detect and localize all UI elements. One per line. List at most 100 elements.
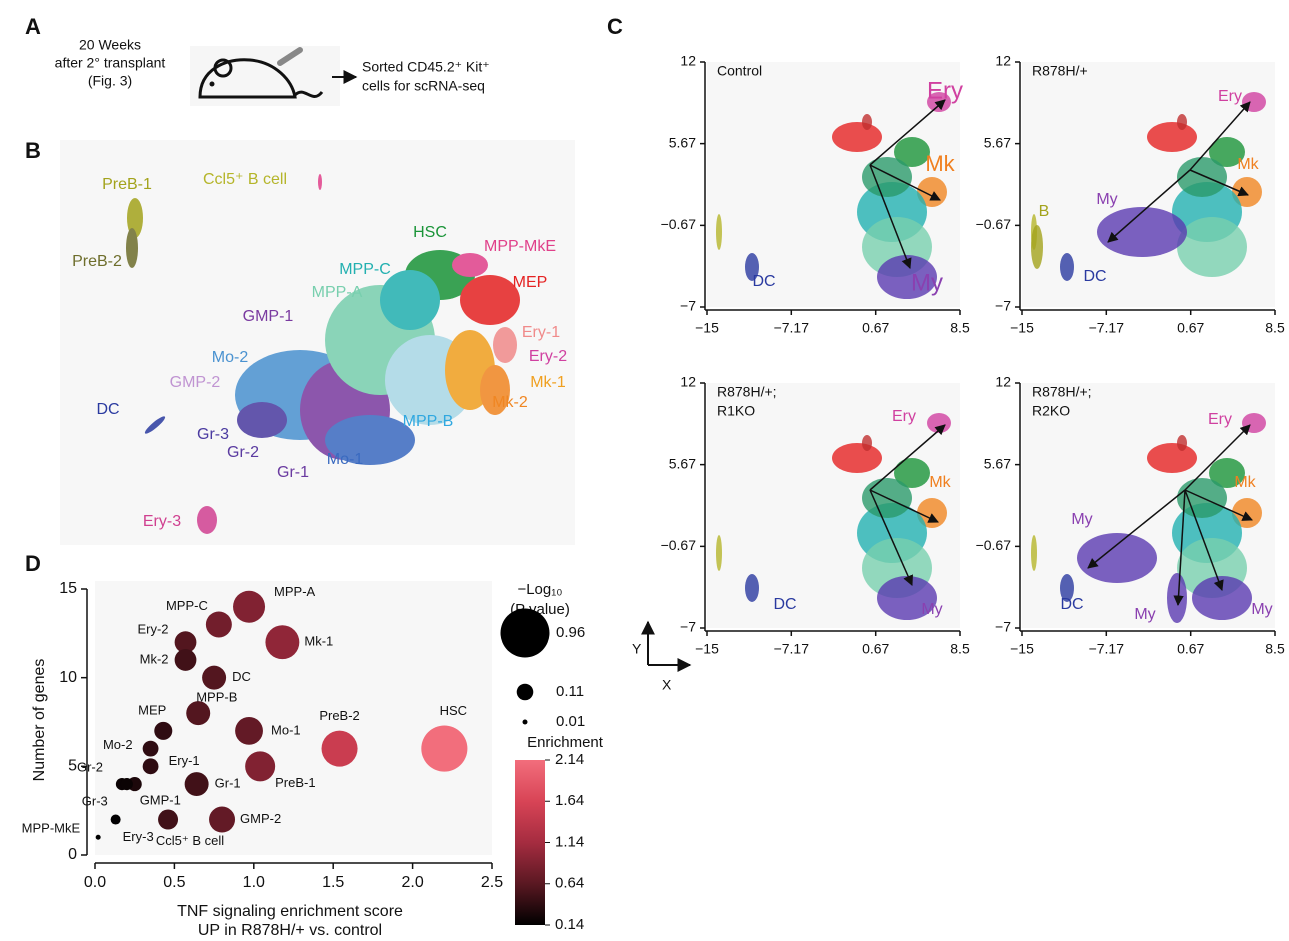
mouse-ear	[213, 58, 233, 78]
cell-cloud	[1097, 207, 1187, 257]
cell-cloud	[1147, 122, 1197, 152]
bubble-label: HSC	[440, 703, 467, 718]
bubble-label: MPP-A	[274, 584, 316, 599]
umap-panel: −7 −0.67 5.67 12 −15 −7.17 0.67 8.5 Control Ery Mk…	[661, 53, 970, 336]
cell-cloud	[745, 574, 759, 602]
mouse-tail	[293, 90, 324, 99]
x-tick-label: −15	[1010, 320, 1034, 336]
cell-cloud	[745, 253, 759, 281]
trajectory-arrow	[869, 489, 913, 586]
blob	[126, 228, 138, 268]
x-tick-label: −15	[695, 320, 719, 336]
annotation: My	[1096, 191, 1117, 208]
x-tick-label: −7.17	[774, 320, 810, 336]
panel-b: PreB-1 Ccl5⁺ B cell PreB-2 HSC MPP-MkE MPP-C M…	[60, 140, 575, 545]
bubble-label: GMP-1	[140, 793, 181, 808]
colorbar-label: 1.14	[555, 833, 584, 850]
cluster-label: Mo-1	[327, 451, 364, 468]
cell-cloud	[1177, 114, 1187, 130]
cell-cloud	[894, 137, 930, 167]
cluster-label: Gr-1	[277, 464, 309, 481]
cell-cloud	[1242, 92, 1266, 112]
cluster-label: GMP-2	[170, 374, 221, 391]
bubble-label: Ery-3	[123, 829, 154, 844]
annotation: My	[911, 269, 943, 296]
bubble-label: Mk-1	[304, 634, 333, 649]
y-tick-label: 5.67	[984, 134, 1011, 150]
bubble-label: MPP-B	[196, 690, 237, 705]
umap-panel: −7 −0.67 5.67 12 −15 −7.17 0.67 8.5 R878H/+; R2KO…	[976, 374, 1285, 657]
x-tick-label: 0.0	[84, 874, 106, 891]
y-tick-label: 12	[680, 53, 696, 69]
cell-cloud	[1060, 574, 1074, 602]
x-tick-label: −15	[1010, 641, 1034, 657]
bubble-label: Ccl5⁺ B cell	[156, 833, 224, 848]
bubble	[158, 809, 179, 830]
bubble-label: Gr-3	[82, 794, 108, 809]
y-tick-label: 15	[59, 580, 77, 597]
cluster-label: Mo-2	[212, 349, 249, 366]
bubble	[142, 740, 159, 757]
y-tick-label: 0	[68, 846, 77, 863]
cell-cloud	[877, 255, 937, 299]
trajectory-arrow	[1189, 169, 1249, 197]
blob	[460, 275, 520, 325]
cell-cloud	[1147, 443, 1197, 473]
annotation: My	[1071, 511, 1092, 528]
blob	[452, 253, 488, 277]
bubble-label: Gr-1	[215, 776, 241, 791]
blob	[325, 415, 415, 465]
blob	[127, 198, 143, 238]
panel-title: R878H/+;	[717, 384, 777, 400]
bubble	[421, 725, 468, 772]
bubble-label: GMP-2	[240, 811, 281, 826]
umap-panel: −7 −0.67 5.67 12 −15 −7.17 0.67 8.5 R878H/+ Ery Mk…	[976, 53, 1285, 336]
panel-title: R878H/+	[1032, 63, 1088, 79]
x-tick-label: 0.67	[862, 641, 889, 657]
y-tick-label: 12	[680, 374, 696, 390]
annotation: Ery	[892, 408, 916, 425]
result-text: cells for scRNA-seq	[362, 78, 485, 94]
trajectory-arrow	[1087, 489, 1186, 569]
y-tick-label: −0.67	[976, 537, 1012, 553]
bubble	[186, 701, 211, 726]
bubble	[95, 834, 101, 840]
cluster-label: MEP	[513, 274, 548, 291]
blob	[380, 270, 440, 330]
umap-cloud	[126, 174, 520, 534]
plot-bg	[95, 581, 492, 855]
cluster-label: GMP-1	[243, 308, 294, 325]
timing-text: 20 Weeks	[79, 37, 141, 53]
size-legend-title: −Log₁₀	[517, 581, 562, 598]
cell-cloud	[832, 122, 882, 152]
bubble	[233, 590, 266, 623]
bubble	[154, 721, 173, 740]
bubble-label: PreB-1	[275, 775, 315, 790]
mouse-eye	[209, 81, 215, 87]
cluster-label: Ery-1	[522, 324, 560, 341]
x-tick-label: 0.5	[163, 874, 185, 891]
annotation: B	[1039, 203, 1050, 220]
x-tick-label: −7.17	[1089, 641, 1125, 657]
cluster-label: PreB-1	[102, 176, 152, 193]
bubble-label: Ery-1	[169, 753, 200, 768]
cell-cloud	[716, 214, 722, 250]
y-tick-label: −0.67	[976, 216, 1012, 232]
bubble	[235, 716, 263, 745]
trajectory-arrow	[1184, 489, 1224, 591]
size-legend-marker	[500, 608, 550, 658]
x-tick-label: 8.5	[950, 320, 970, 336]
cluster-label: DC	[96, 401, 119, 418]
umap-bg	[60, 140, 575, 545]
annotation: DC	[1060, 596, 1083, 613]
cell-cloud	[862, 435, 872, 451]
x-tick-label: −15	[695, 641, 719, 657]
panel-title: R1KO	[717, 403, 755, 419]
colorbar-label: 0.64	[555, 875, 584, 892]
bubble	[110, 814, 121, 825]
cluster-label: MPP-A	[312, 284, 363, 301]
y-tick-label: −0.67	[661, 216, 697, 232]
y-axis-label: Number of genes	[31, 659, 48, 782]
annotation: Ery	[1208, 411, 1232, 428]
trajectory-arrow	[869, 164, 941, 201]
